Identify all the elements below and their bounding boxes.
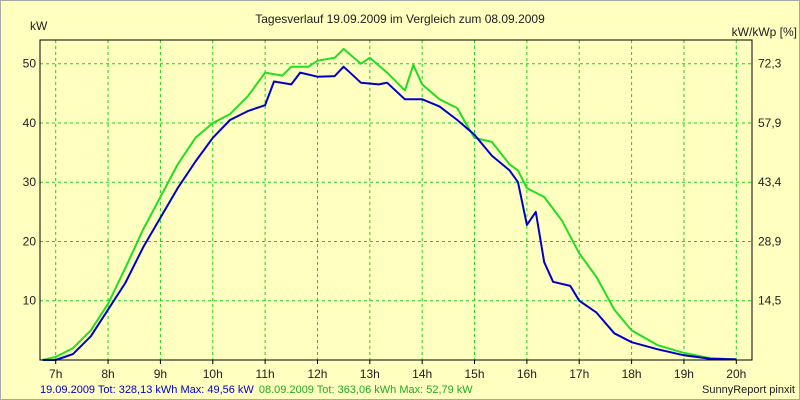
x-tick-label: 13h bbox=[360, 367, 380, 381]
gridlines bbox=[40, 40, 752, 360]
y-left-tick-label: 30 bbox=[23, 175, 37, 189]
legend-series-1: 19.09.2009 Tot: 328,13 kWh Max: 49,56 kW bbox=[40, 384, 254, 396]
x-tick-label: 14h bbox=[412, 367, 432, 381]
legend-series-2: 08.09.2009 Tot: 363,06 kWh Max: 52,79 kW bbox=[259, 384, 473, 396]
x-tick-label: 8h bbox=[101, 367, 114, 381]
y-right-tick-label: 57,9 bbox=[758, 116, 782, 130]
y-right-tick-label: 14,5 bbox=[758, 294, 782, 308]
x-tick-label: 7h bbox=[49, 367, 62, 381]
svg-text:19.09.2009 Tot: 328,13 kWh Max: 19.09.2009 Tot: 328,13 kWh Max: 49,56 kW… bbox=[40, 384, 473, 396]
y-left-tick-label: 40 bbox=[23, 116, 37, 130]
y-axis-right-label: kW/kWp [%] bbox=[732, 25, 797, 39]
y-left-tick-label: 20 bbox=[23, 234, 37, 248]
y-right-tick-label: 72,3 bbox=[758, 57, 782, 71]
series-lines bbox=[42, 47, 737, 361]
tick-labels: 7h 8h 9h 10h 11h 12h 13h 14h 15h 16h 17h 18h 19h 20h 1… bbox=[23, 57, 782, 381]
x-tick-label: 17h bbox=[569, 367, 589, 381]
x-tick-label: 11h bbox=[256, 367, 275, 381]
x-tick-label: 10h bbox=[203, 367, 223, 381]
y-right-tick-label: 43,4 bbox=[758, 175, 782, 189]
y-axis-left-label: kW bbox=[30, 19, 48, 33]
x-tick-label: 9h bbox=[154, 367, 167, 381]
y-left-tick-label: 10 bbox=[23, 294, 37, 308]
y-left-tick-label: 50 bbox=[23, 57, 37, 71]
plot-border bbox=[39, 39, 753, 361]
x-tick-label: 16h bbox=[517, 367, 537, 381]
plot-area bbox=[40, 40, 752, 360]
chart-title: Tagesverlauf 19.09.2009 im Vergleich zum… bbox=[255, 12, 545, 26]
x-tick-label: 15h bbox=[465, 367, 485, 381]
x-tick-label: 19h bbox=[674, 367, 694, 381]
y-right-tick-label: 28,9 bbox=[758, 234, 782, 248]
x-tick-label: 12h bbox=[307, 367, 327, 381]
credit-text: SunnyReport pinxit bbox=[702, 384, 795, 396]
series-line-1 bbox=[42, 65, 737, 361]
series-line-2 bbox=[42, 47, 737, 361]
x-tick-label: 18h bbox=[622, 367, 642, 381]
x-tick-label: 20h bbox=[726, 367, 746, 381]
